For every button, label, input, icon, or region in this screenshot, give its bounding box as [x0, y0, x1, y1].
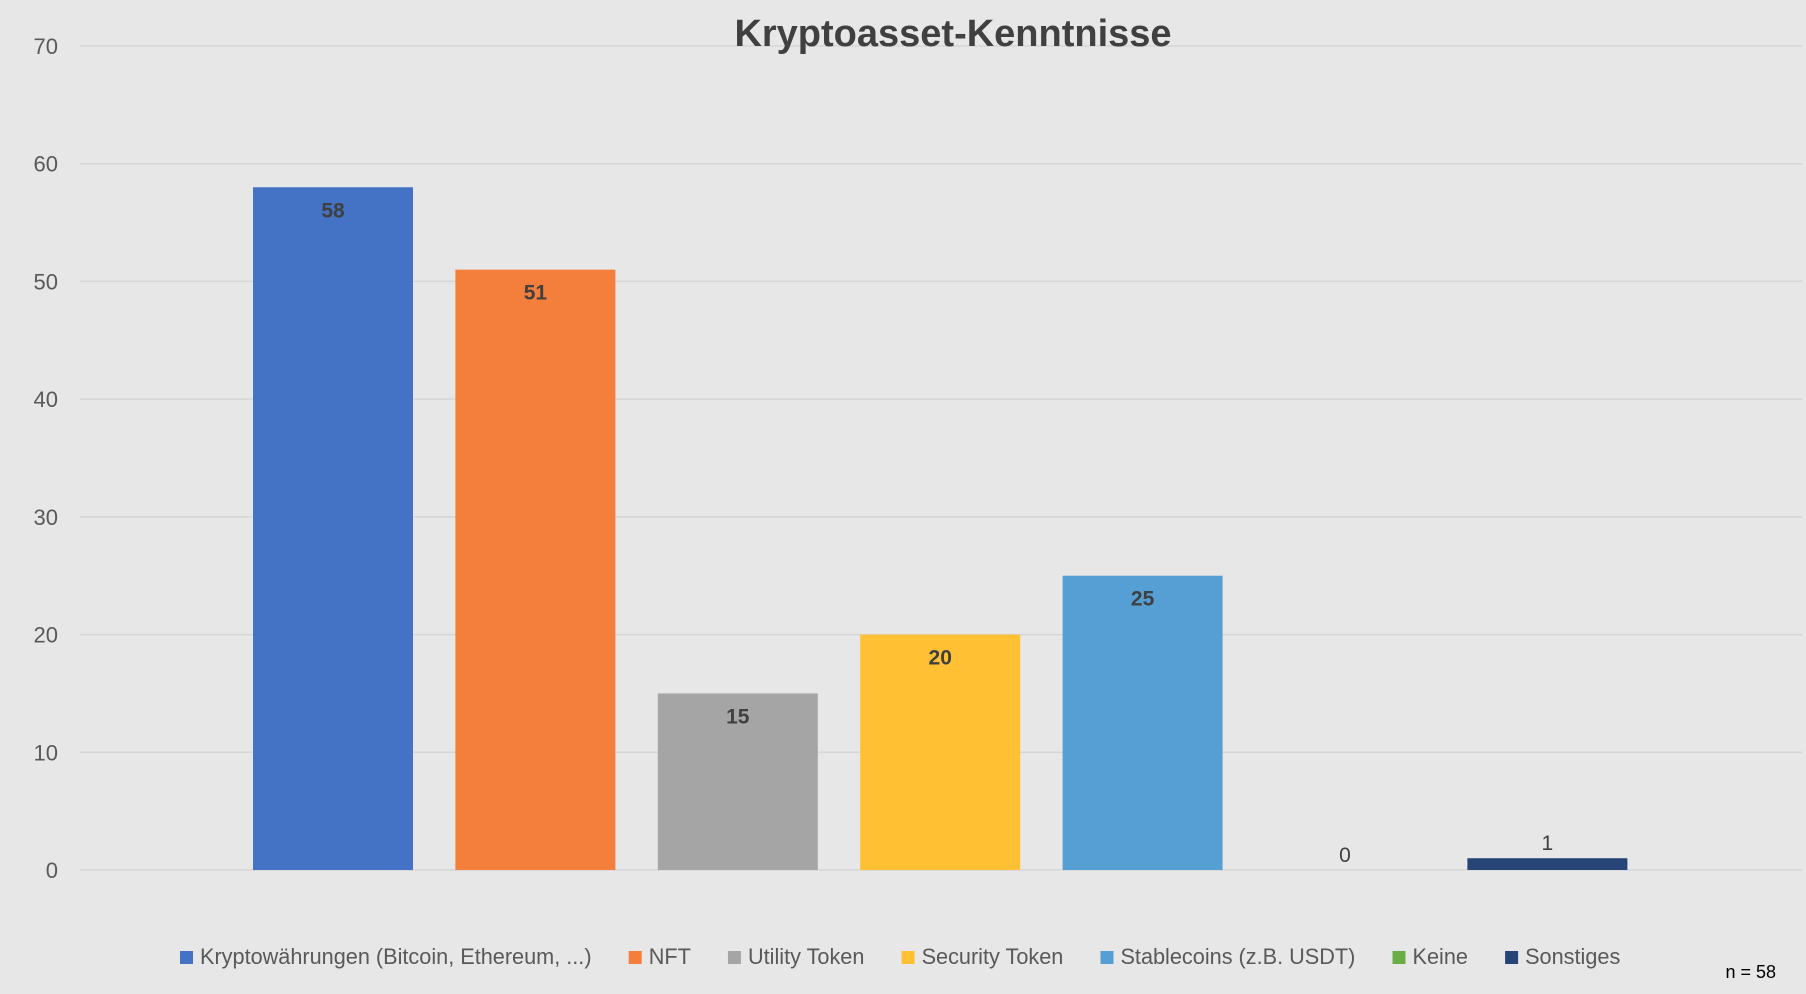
legend-swatch [1505, 951, 1519, 964]
y-tick-label: 0 [46, 858, 58, 883]
bar-7 [1467, 858, 1628, 870]
y-axis-ticks: 0 10 20 30 40 50 60 70 [34, 34, 58, 883]
y-tick-label: 30 [34, 505, 58, 530]
legend-swatch [1100, 951, 1114, 964]
data-labels: 58 51 15 20 25 0 1 [321, 199, 1553, 867]
y-tick-label: 20 [34, 623, 58, 648]
sample-size-note: n = 58 [1725, 962, 1776, 982]
legend-item: Security Token [901, 944, 1064, 969]
bar-3 [657, 693, 818, 870]
legend-swatch [727, 951, 741, 964]
data-label: 58 [321, 199, 345, 222]
bar-2 [455, 269, 616, 871]
y-tick-label: 70 [34, 34, 58, 59]
legend-swatch [180, 951, 193, 964]
data-label: 1 [1542, 832, 1554, 855]
legend-label: NFT [649, 944, 691, 969]
legend-swatch [901, 951, 915, 964]
bars [253, 187, 1628, 871]
legend-label: Kryptowährungen (Bitcoin, Ethereum, ...) [200, 944, 592, 969]
legend-item: Utility Token [727, 944, 864, 969]
legend-label: Sonstiges [1525, 944, 1620, 969]
legend-item: Kryptowährungen (Bitcoin, Ethereum, ...) [180, 944, 592, 969]
legend-item: Keine [1392, 944, 1468, 969]
data-label: 15 [726, 705, 750, 728]
y-tick-label: 60 [34, 152, 58, 177]
legend-item: NFT [628, 944, 691, 969]
data-label: 25 [1131, 588, 1155, 611]
chart-title: Kryptoasset-Kenntnisse [734, 13, 1171, 55]
legend-label: Keine [1413, 944, 1468, 969]
legend-swatch [1392, 951, 1406, 964]
y-tick-label: 50 [34, 269, 58, 294]
legend-label: Security Token [922, 944, 1064, 969]
legend-item: Stablecoins (z.B. USDT) [1100, 944, 1355, 969]
legend-label: Stablecoins (z.B. USDT) [1120, 944, 1355, 969]
bar-5 [1062, 575, 1223, 870]
bar-4 [860, 634, 1021, 870]
legend-item: Sonstiges [1505, 944, 1620, 969]
data-label: 0 [1339, 844, 1351, 867]
data-label: 20 [929, 647, 952, 670]
data-label: 51 [524, 282, 548, 305]
legend-label: Utility Token [748, 944, 864, 969]
y-tick-label: 10 [34, 740, 58, 765]
legend-swatch [628, 951, 642, 964]
legend: Kryptowährungen (Bitcoin, Ethereum, ...)… [180, 944, 1620, 969]
y-tick-label: 40 [34, 387, 58, 412]
bar-1 [253, 187, 413, 870]
